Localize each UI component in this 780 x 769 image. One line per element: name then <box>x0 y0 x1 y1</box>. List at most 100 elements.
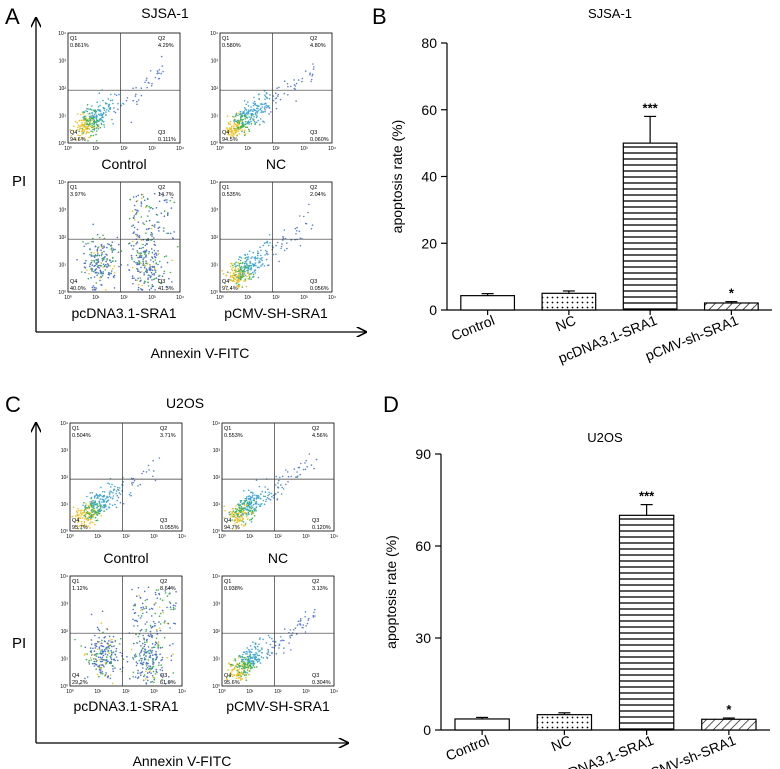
flow-event <box>233 659 235 662</box>
quadrant-q2-value: 3.13% <box>312 586 328 592</box>
flow-event <box>254 122 257 124</box>
flow-event <box>136 261 139 264</box>
flow-event <box>140 645 142 647</box>
flow-event <box>75 138 77 140</box>
flow-event <box>255 651 257 654</box>
flow-event <box>159 669 162 671</box>
flow-event <box>231 516 234 518</box>
flow-event <box>245 120 247 123</box>
flow-event <box>137 669 139 672</box>
flow-event <box>116 236 119 239</box>
flow-event <box>272 494 275 497</box>
flow-event <box>143 257 145 259</box>
flow-event <box>136 209 138 211</box>
flow-event <box>235 521 238 524</box>
flow-event <box>261 648 263 651</box>
flow-event <box>158 69 161 71</box>
flow-event <box>152 207 154 210</box>
flow-event <box>108 635 111 638</box>
flow-event <box>98 668 101 671</box>
flow-event <box>158 627 161 629</box>
flow-event <box>166 606 168 609</box>
flow-event <box>102 499 105 501</box>
flow-event <box>127 264 129 266</box>
flow-plot-frame <box>221 422 335 532</box>
flow-event <box>83 130 86 133</box>
flow-event <box>102 500 105 503</box>
quadrant-q1-label: Q1 <box>70 185 77 191</box>
flow-event <box>143 274 145 276</box>
flow-event <box>103 250 105 253</box>
flow-event <box>234 132 237 134</box>
flow-event <box>297 79 300 81</box>
flow-event <box>139 271 141 274</box>
flow-event <box>112 665 114 667</box>
flow-event <box>145 665 148 667</box>
flow-event <box>139 655 141 657</box>
flow-event <box>137 286 140 289</box>
flow-event <box>144 599 147 602</box>
flow-event <box>239 256 241 258</box>
flow-event <box>101 251 103 254</box>
flow-event <box>109 99 112 102</box>
flow-event <box>280 245 283 248</box>
flow-event <box>237 278 240 281</box>
flow-event <box>108 491 111 494</box>
flow-event <box>89 527 91 529</box>
flow-event <box>280 640 282 642</box>
flow-event <box>259 118 262 120</box>
flow-event <box>133 226 136 229</box>
flow-event <box>138 633 141 635</box>
flow-x-tick-label: 10² <box>120 146 128 152</box>
flow-event <box>132 658 135 660</box>
flow-event <box>247 662 249 665</box>
flow-event <box>156 633 159 635</box>
flow-event <box>276 498 279 500</box>
flow-event <box>85 525 88 528</box>
flow-x-tick-label: 10³ <box>148 146 156 152</box>
flow-event <box>261 259 263 262</box>
flow-event <box>114 485 116 488</box>
flow-event <box>104 636 106 638</box>
flow-event <box>109 107 112 109</box>
flow-event <box>271 646 274 649</box>
flow-event <box>166 214 169 216</box>
flow-event <box>80 520 83 523</box>
flow-x-tick-label: 10³ <box>302 534 310 540</box>
flow-y-tick-label: 10² <box>61 475 69 481</box>
flow-event <box>295 230 298 232</box>
flow-event <box>161 599 164 602</box>
flow-event <box>107 675 110 677</box>
flow-event <box>84 677 86 680</box>
flow-event <box>226 130 228 133</box>
flow-event <box>140 216 143 218</box>
flow-event <box>103 510 105 512</box>
flow-event <box>253 515 256 517</box>
flow-event <box>92 499 94 502</box>
flow-event <box>150 271 153 274</box>
flow-event <box>245 114 247 116</box>
flow-event <box>255 494 258 497</box>
flow-event <box>135 262 137 264</box>
flow-event <box>151 235 153 237</box>
flow-event <box>271 652 273 655</box>
flow-event <box>233 276 235 279</box>
flow-event <box>115 94 118 97</box>
flow-event <box>244 524 246 526</box>
flow-event <box>237 130 240 132</box>
flow-event <box>97 128 100 130</box>
flow-event <box>311 224 314 226</box>
flow-event <box>141 472 143 475</box>
flow-x-tick-label: 10³ <box>300 295 308 301</box>
flow-event <box>282 235 284 238</box>
flow-events <box>223 453 318 530</box>
flow-panel-title: SJSA-1 <box>141 5 189 21</box>
flow-event <box>92 134 95 137</box>
flow-event <box>95 282 98 284</box>
flow-event <box>240 126 243 129</box>
flow-event <box>89 125 92 128</box>
flow-event <box>275 92 277 94</box>
flow-event <box>238 263 241 265</box>
flow-event <box>151 269 154 272</box>
flow-event <box>245 126 247 129</box>
